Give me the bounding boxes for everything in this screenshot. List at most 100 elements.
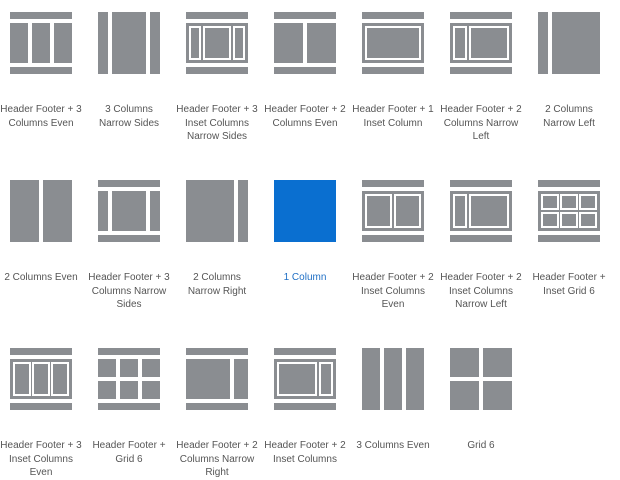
layout-block bbox=[98, 348, 160, 355]
layout-option-2-columns-narrow-left[interactable]: 2 Columns Narrow Left bbox=[538, 12, 610, 129]
layout-thumbnail-icon bbox=[98, 12, 160, 74]
inset-panel bbox=[560, 212, 578, 228]
inset-panel bbox=[365, 26, 421, 60]
layout-option-label: 3 Columns Narrow Sides bbox=[98, 104, 160, 129]
layout-block bbox=[98, 12, 108, 74]
layout-block bbox=[538, 235, 600, 242]
layout-block bbox=[450, 348, 479, 377]
layout-option-header-footer-3-columns-narrow-sides[interactable]: Header Footer + 3 Columns Narrow Sides bbox=[88, 180, 170, 310]
layout-option-3-columns-narrow-sides[interactable]: 3 Columns Narrow Sides bbox=[98, 12, 170, 129]
layout-block bbox=[10, 12, 72, 19]
layout-option-label: Header Footer + 3 Columns Narrow Sides bbox=[88, 272, 170, 310]
layout-block bbox=[98, 403, 160, 410]
inset-panel bbox=[469, 26, 509, 60]
layout-block bbox=[362, 67, 424, 74]
layout-thumbnail-icon bbox=[98, 348, 160, 410]
layout-option-label: 2 Columns Narrow Left bbox=[543, 104, 595, 129]
layout-block bbox=[450, 235, 512, 242]
layout-block bbox=[98, 235, 160, 242]
layout-option-label: 2 Columns Narrow Right bbox=[187, 272, 247, 297]
layout-thumbnail-icon bbox=[274, 348, 336, 410]
layout-option-2-columns-even[interactable]: 2 Columns Even bbox=[4, 180, 82, 283]
inset-panel bbox=[541, 194, 559, 210]
inset-panel bbox=[319, 362, 333, 396]
inset-panel bbox=[579, 194, 597, 210]
layout-block bbox=[450, 381, 479, 410]
layout-block bbox=[186, 359, 230, 399]
layout-option-header-footer-2-inset-columns[interactable]: Header Footer + 2 Inset Columns bbox=[264, 348, 346, 465]
layout-block bbox=[274, 23, 303, 63]
layout-option-header-footer-3-inset-columns-narrow-sides[interactable]: Header Footer + 3 Inset Columns Narrow S… bbox=[176, 12, 258, 142]
inset-panel bbox=[189, 26, 201, 60]
layout-option-3-columns-even[interactable]: 3 Columns Even bbox=[356, 348, 434, 451]
layout-thumbnail-icon bbox=[362, 180, 424, 242]
layout-option-header-footer-2-columns-narrow-right[interactable]: Header Footer + 2 Columns Narrow Right bbox=[176, 348, 258, 478]
inset-panel bbox=[277, 362, 317, 396]
inset-panel bbox=[453, 26, 467, 60]
layout-option-2-columns-narrow-right[interactable]: 2 Columns Narrow Right bbox=[186, 180, 258, 297]
layout-option-label: Header Footer + 3 Inset Columns Even bbox=[0, 440, 82, 478]
layout-option-header-footer-2-columns-even[interactable]: Header Footer + 2 Columns Even bbox=[264, 12, 346, 129]
inset-panel bbox=[560, 194, 578, 210]
inset-panel bbox=[365, 194, 392, 228]
layout-option-header-footer-inset-grid-6[interactable]: Header Footer + Inset Grid 6 bbox=[532, 180, 610, 297]
layout-thumbnail-icon bbox=[186, 348, 248, 410]
inset-panel bbox=[394, 194, 421, 228]
layout-block bbox=[450, 180, 512, 187]
layout-option-label: Header Footer + 2 Inset Columns Narrow L… bbox=[440, 272, 522, 310]
layout-option-label: Header Footer + 2 Inset Columns bbox=[264, 440, 346, 465]
layout-option-label: 2 Columns Even bbox=[4, 272, 78, 283]
layout-block bbox=[150, 12, 160, 74]
layout-option-1-column[interactable]: 1 Column bbox=[274, 180, 346, 283]
layout-thumbnail-icon bbox=[98, 180, 160, 242]
layout-option-header-footer-3-inset-columns-even[interactable]: Header Footer + 3 Inset Columns Even bbox=[0, 348, 82, 478]
layout-block bbox=[98, 191, 108, 231]
layout-block bbox=[362, 12, 424, 19]
layout-thumbnail-icon bbox=[186, 180, 248, 242]
layout-thumbnail-icon bbox=[450, 180, 512, 242]
layout-block bbox=[98, 359, 116, 377]
layout-block bbox=[274, 67, 336, 74]
layout-block bbox=[307, 23, 336, 63]
layout-option-header-footer-2-inset-columns-even[interactable]: Header Footer + 2 Inset Columns Even bbox=[352, 180, 434, 310]
layout-block bbox=[98, 381, 116, 399]
layout-option-header-footer-grid-6[interactable]: Header Footer + Grid 6 bbox=[92, 348, 170, 465]
layout-block bbox=[450, 67, 512, 74]
layout-thumbnail-icon bbox=[362, 348, 424, 410]
layout-thumbnail-icon bbox=[538, 12, 600, 74]
inset-panel bbox=[203, 26, 231, 60]
layout-option-grid-6[interactable]: Grid 6 bbox=[450, 348, 522, 451]
layout-block bbox=[274, 348, 336, 355]
layout-block bbox=[552, 12, 600, 74]
layout-block bbox=[538, 180, 600, 187]
layout-block bbox=[483, 348, 512, 377]
layout-option-label: Header Footer + 2 Columns Narrow Right bbox=[176, 440, 258, 478]
layout-option-label: Header Footer + Grid 6 bbox=[92, 440, 166, 465]
layout-block bbox=[186, 180, 234, 242]
layout-block bbox=[450, 12, 512, 19]
layout-block bbox=[150, 191, 160, 231]
layout-block bbox=[406, 348, 424, 410]
inset-panel bbox=[579, 212, 597, 228]
layout-block bbox=[186, 12, 248, 19]
layout-block bbox=[10, 348, 72, 355]
layout-thumbnail-icon bbox=[186, 12, 248, 74]
inset-panel bbox=[13, 362, 31, 396]
layout-block bbox=[43, 180, 72, 242]
layout-block bbox=[238, 180, 248, 242]
layout-block bbox=[10, 180, 39, 242]
layout-option-header-footer-3-columns-even[interactable]: Header Footer + 3 Columns Even bbox=[0, 12, 82, 129]
layout-option-label: Grid 6 bbox=[467, 440, 495, 451]
layout-thumbnail-icon bbox=[538, 180, 600, 242]
layout-block bbox=[483, 381, 512, 410]
layout-option-header-footer-1-inset-column[interactable]: Header Footer + 1 Inset Column bbox=[352, 12, 434, 129]
layout-option-header-footer-2-columns-narrow-left[interactable]: Header Footer + 2 Columns Narrow Left bbox=[440, 12, 522, 142]
layout-option-header-footer-2-inset-columns-narrow-left[interactable]: Header Footer + 2 Inset Columns Narrow L… bbox=[440, 180, 522, 310]
layout-block bbox=[186, 348, 248, 355]
layout-option-label: Header Footer + 3 Inset Columns Narrow S… bbox=[176, 104, 258, 142]
layout-block bbox=[54, 23, 72, 63]
layout-thumbnail-icon bbox=[450, 12, 512, 74]
inset-panel bbox=[469, 194, 509, 228]
inset-panel bbox=[453, 194, 467, 228]
